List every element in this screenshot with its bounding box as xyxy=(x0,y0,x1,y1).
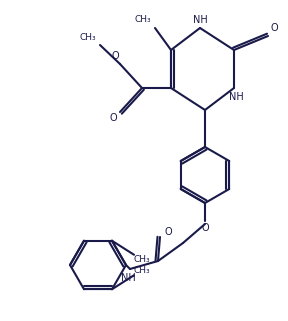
Text: CH₃: CH₃ xyxy=(135,15,151,24)
Text: NH: NH xyxy=(193,15,207,25)
Text: CH₃: CH₃ xyxy=(80,32,96,41)
Text: CH₃: CH₃ xyxy=(134,266,150,275)
Text: NH: NH xyxy=(229,92,243,102)
Text: CH₃: CH₃ xyxy=(134,255,150,264)
Text: O: O xyxy=(201,223,209,233)
Text: NH: NH xyxy=(121,273,135,283)
Text: O: O xyxy=(270,23,278,33)
Text: O: O xyxy=(109,113,117,123)
Text: O: O xyxy=(111,51,119,61)
Text: O: O xyxy=(164,227,172,237)
